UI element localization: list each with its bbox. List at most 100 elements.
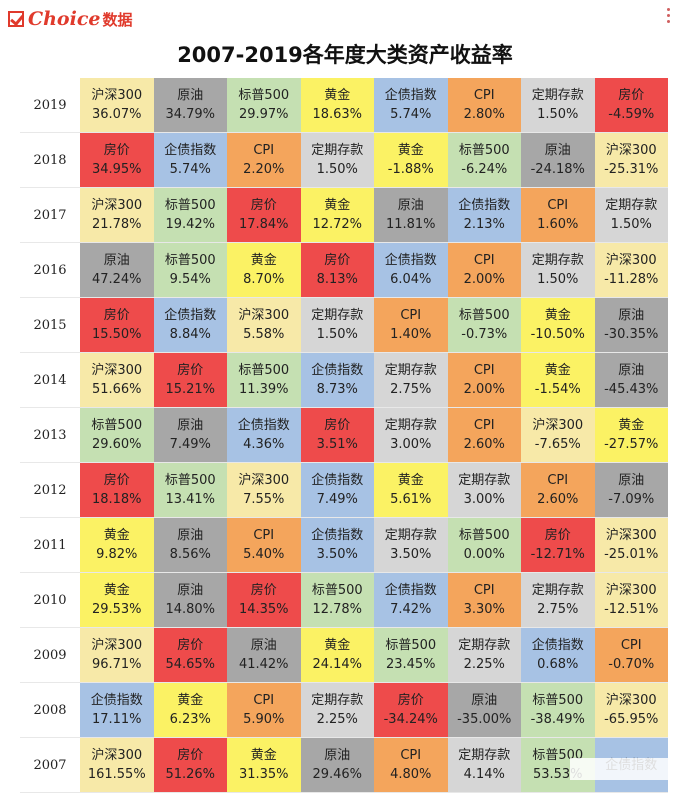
asset-name: CPI <box>253 141 274 160</box>
asset-name: 房价 <box>324 251 350 270</box>
asset-cell: 房价-12.71% <box>521 518 595 572</box>
asset-name: 沪深300 <box>606 691 657 710</box>
return-value: 3.50% <box>390 545 431 564</box>
asset-name: CPI <box>253 526 274 545</box>
asset-name: CPI <box>474 86 495 105</box>
year-label: 2013 <box>20 408 80 462</box>
asset-name: 定期存款 <box>605 196 657 215</box>
asset-name: 黄金 <box>545 361 571 380</box>
asset-name: CPI <box>253 691 274 710</box>
return-value: 1.50% <box>611 215 652 234</box>
return-value: 2.00% <box>464 380 505 399</box>
asset-name: 标普500 <box>532 691 583 710</box>
asset-cell: 沪深300-65.95% <box>595 683 669 737</box>
return-value: 2.80% <box>464 105 505 124</box>
asset-name: CPI <box>621 636 642 655</box>
asset-name: 定期存款 <box>385 361 437 380</box>
return-value: 7.42% <box>390 600 431 619</box>
year-label: 2007 <box>20 738 80 792</box>
return-value: 8.70% <box>243 270 284 289</box>
asset-name: 黄金 <box>324 196 350 215</box>
asset-name: 黄金 <box>545 306 571 325</box>
return-value: 13.41% <box>165 490 215 509</box>
return-value: 8.13% <box>317 270 358 289</box>
return-value: -1.54% <box>535 380 581 399</box>
year-label: 2011 <box>20 518 80 572</box>
asset-name: 原油 <box>618 471 644 490</box>
more-icon[interactable] <box>667 8 670 23</box>
asset-name: 标普500 <box>238 361 289 380</box>
year-label: 2010 <box>20 573 80 627</box>
asset-name: CPI <box>474 581 495 600</box>
return-value: 2.20% <box>243 160 284 179</box>
asset-name: 沪深300 <box>238 471 289 490</box>
asset-cell: 沪深300-7.65% <box>521 408 595 462</box>
return-value: 29.53% <box>92 600 142 619</box>
return-value: 5.74% <box>170 160 211 179</box>
asset-name: 黄金 <box>104 581 130 600</box>
asset-cell: 原油-24.18% <box>521 133 595 187</box>
asset-name: 企债指数 <box>311 526 363 545</box>
return-value: 1.50% <box>537 270 578 289</box>
return-value: 11.39% <box>239 380 289 399</box>
asset-name: 房价 <box>104 141 130 160</box>
asset-cell: 黄金-1.54% <box>521 353 595 407</box>
year-label: 2014 <box>20 353 80 407</box>
return-value: 1.60% <box>537 215 578 234</box>
return-value: 31.35% <box>239 765 289 784</box>
asset-name: 定期存款 <box>532 251 584 270</box>
return-value: 5.74% <box>390 105 431 124</box>
asset-name: 房价 <box>177 636 203 655</box>
asset-name: 原油 <box>324 746 350 765</box>
return-value: 12.72% <box>312 215 362 234</box>
asset-name: CPI <box>547 196 568 215</box>
return-value: 6.04% <box>390 270 431 289</box>
return-value: 3.50% <box>317 545 358 564</box>
return-value: -30.35% <box>604 325 658 344</box>
asset-name: 定期存款 <box>385 526 437 545</box>
return-value: 47.24% <box>92 270 142 289</box>
return-value: 4.80% <box>390 765 431 784</box>
asset-name: 黄金 <box>398 141 424 160</box>
return-value: -65.95% <box>604 710 658 729</box>
asset-name: 房价 <box>324 416 350 435</box>
return-value: 5.58% <box>243 325 284 344</box>
asset-name: 沪深300 <box>91 746 142 765</box>
return-value: -35.00% <box>457 710 511 729</box>
asset-name: 原油 <box>177 581 203 600</box>
return-value: -7.65% <box>535 435 581 454</box>
return-value: 2.75% <box>537 600 578 619</box>
